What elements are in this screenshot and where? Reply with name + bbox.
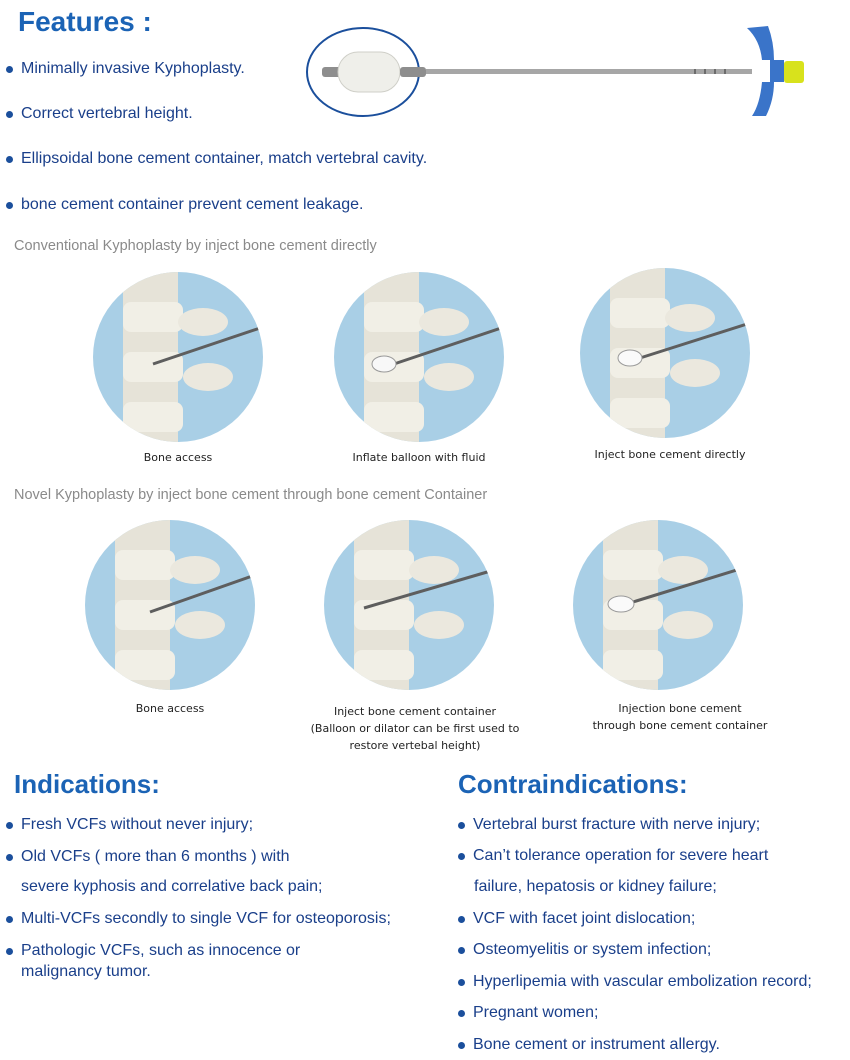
indication-item-continued: severe kyphosis and correlative back pai… — [21, 878, 323, 895]
bullet-icon — [6, 65, 13, 73]
contraindication-item: Osteomyelitis or system infection; — [458, 941, 711, 959]
bullet-icon — [458, 821, 465, 829]
bullet-icon — [458, 1041, 465, 1049]
bullet-icon — [458, 852, 465, 860]
contraindication-item: Vertebral burst fracture with nerve inju… — [458, 816, 760, 834]
bullet-icon — [458, 946, 465, 954]
step-illustration-inject-cement-directly — [580, 268, 750, 438]
caption-novel-bone-access: Bone access — [135, 702, 205, 715]
contraindication-item: Can’t tolerance operation for severe hea… — [458, 847, 768, 865]
bullet-icon — [6, 947, 13, 955]
feature-item: Correct vertebral height. — [6, 105, 193, 123]
bullet-icon — [6, 110, 13, 118]
contraindication-item-continued: failure, hepatosis or kidney failure; — [474, 878, 717, 895]
bullet-icon — [458, 978, 465, 986]
bullet-icon — [6, 821, 13, 829]
indication-item: Multi-VCFs secondly to single VCF for os… — [6, 910, 391, 928]
bullet-icon — [6, 853, 13, 861]
bullet-icon — [6, 915, 13, 923]
bullet-icon — [458, 915, 465, 923]
novel-heading: Novel Kyphoplasty by inject bone cement … — [14, 487, 488, 503]
conventional-heading: Conventional Kyphoplasty by inject bone … — [14, 238, 377, 254]
step-illustration-bone-access — [85, 520, 255, 690]
step-illustration-inject-container — [324, 520, 494, 690]
feature-item: bone cement container prevent cement lea… — [6, 196, 363, 214]
step-illustration-inject-through-container — [573, 520, 743, 690]
bullet-icon — [458, 1009, 465, 1017]
bullet-icon — [6, 201, 13, 209]
feature-item: Minimally invasive Kyphoplasty. — [6, 60, 245, 78]
step-illustration-inflate-balloon — [334, 272, 504, 442]
caption-bone-access: Bone access — [143, 451, 213, 464]
caption-inject-directly: Inject bone cement directly — [594, 448, 746, 461]
contraindications-title: Contraindications: — [458, 769, 688, 799]
caption-inflate-balloon: Inflate balloon with fluid — [352, 451, 486, 464]
contraindication-item: VCF with facet joint dislocation; — [458, 910, 695, 928]
indications-title: Indications: — [14, 769, 160, 799]
features-title: Features : — [18, 6, 152, 37]
indication-item: Fresh VCFs without never injury; — [6, 816, 253, 834]
contraindication-item: Bone cement or instrument allergy. — [458, 1036, 720, 1054]
caption-inject-through-container: Injection bone cement through bone cemen… — [592, 702, 768, 732]
bullet-icon — [6, 155, 13, 163]
step-illustration-bone-access — [93, 272, 263, 442]
contraindication-item: Hyperlipemia with vascular embolization … — [458, 973, 812, 991]
indication-item: Pathologic VCFs, such as innocence or — [6, 942, 300, 960]
feature-item: Ellipsoidal bone cement container, match… — [6, 150, 427, 168]
contraindication-item: Pregnant women; — [458, 1004, 598, 1022]
indication-item-continued: malignancy tumor. — [21, 963, 151, 980]
caption-inject-container: Inject bone cement container (Balloon or… — [310, 705, 520, 752]
indication-item: Old VCFs ( more than 6 months ) with — [6, 848, 290, 866]
kyphoplasty-device-illustration — [306, 26, 804, 117]
